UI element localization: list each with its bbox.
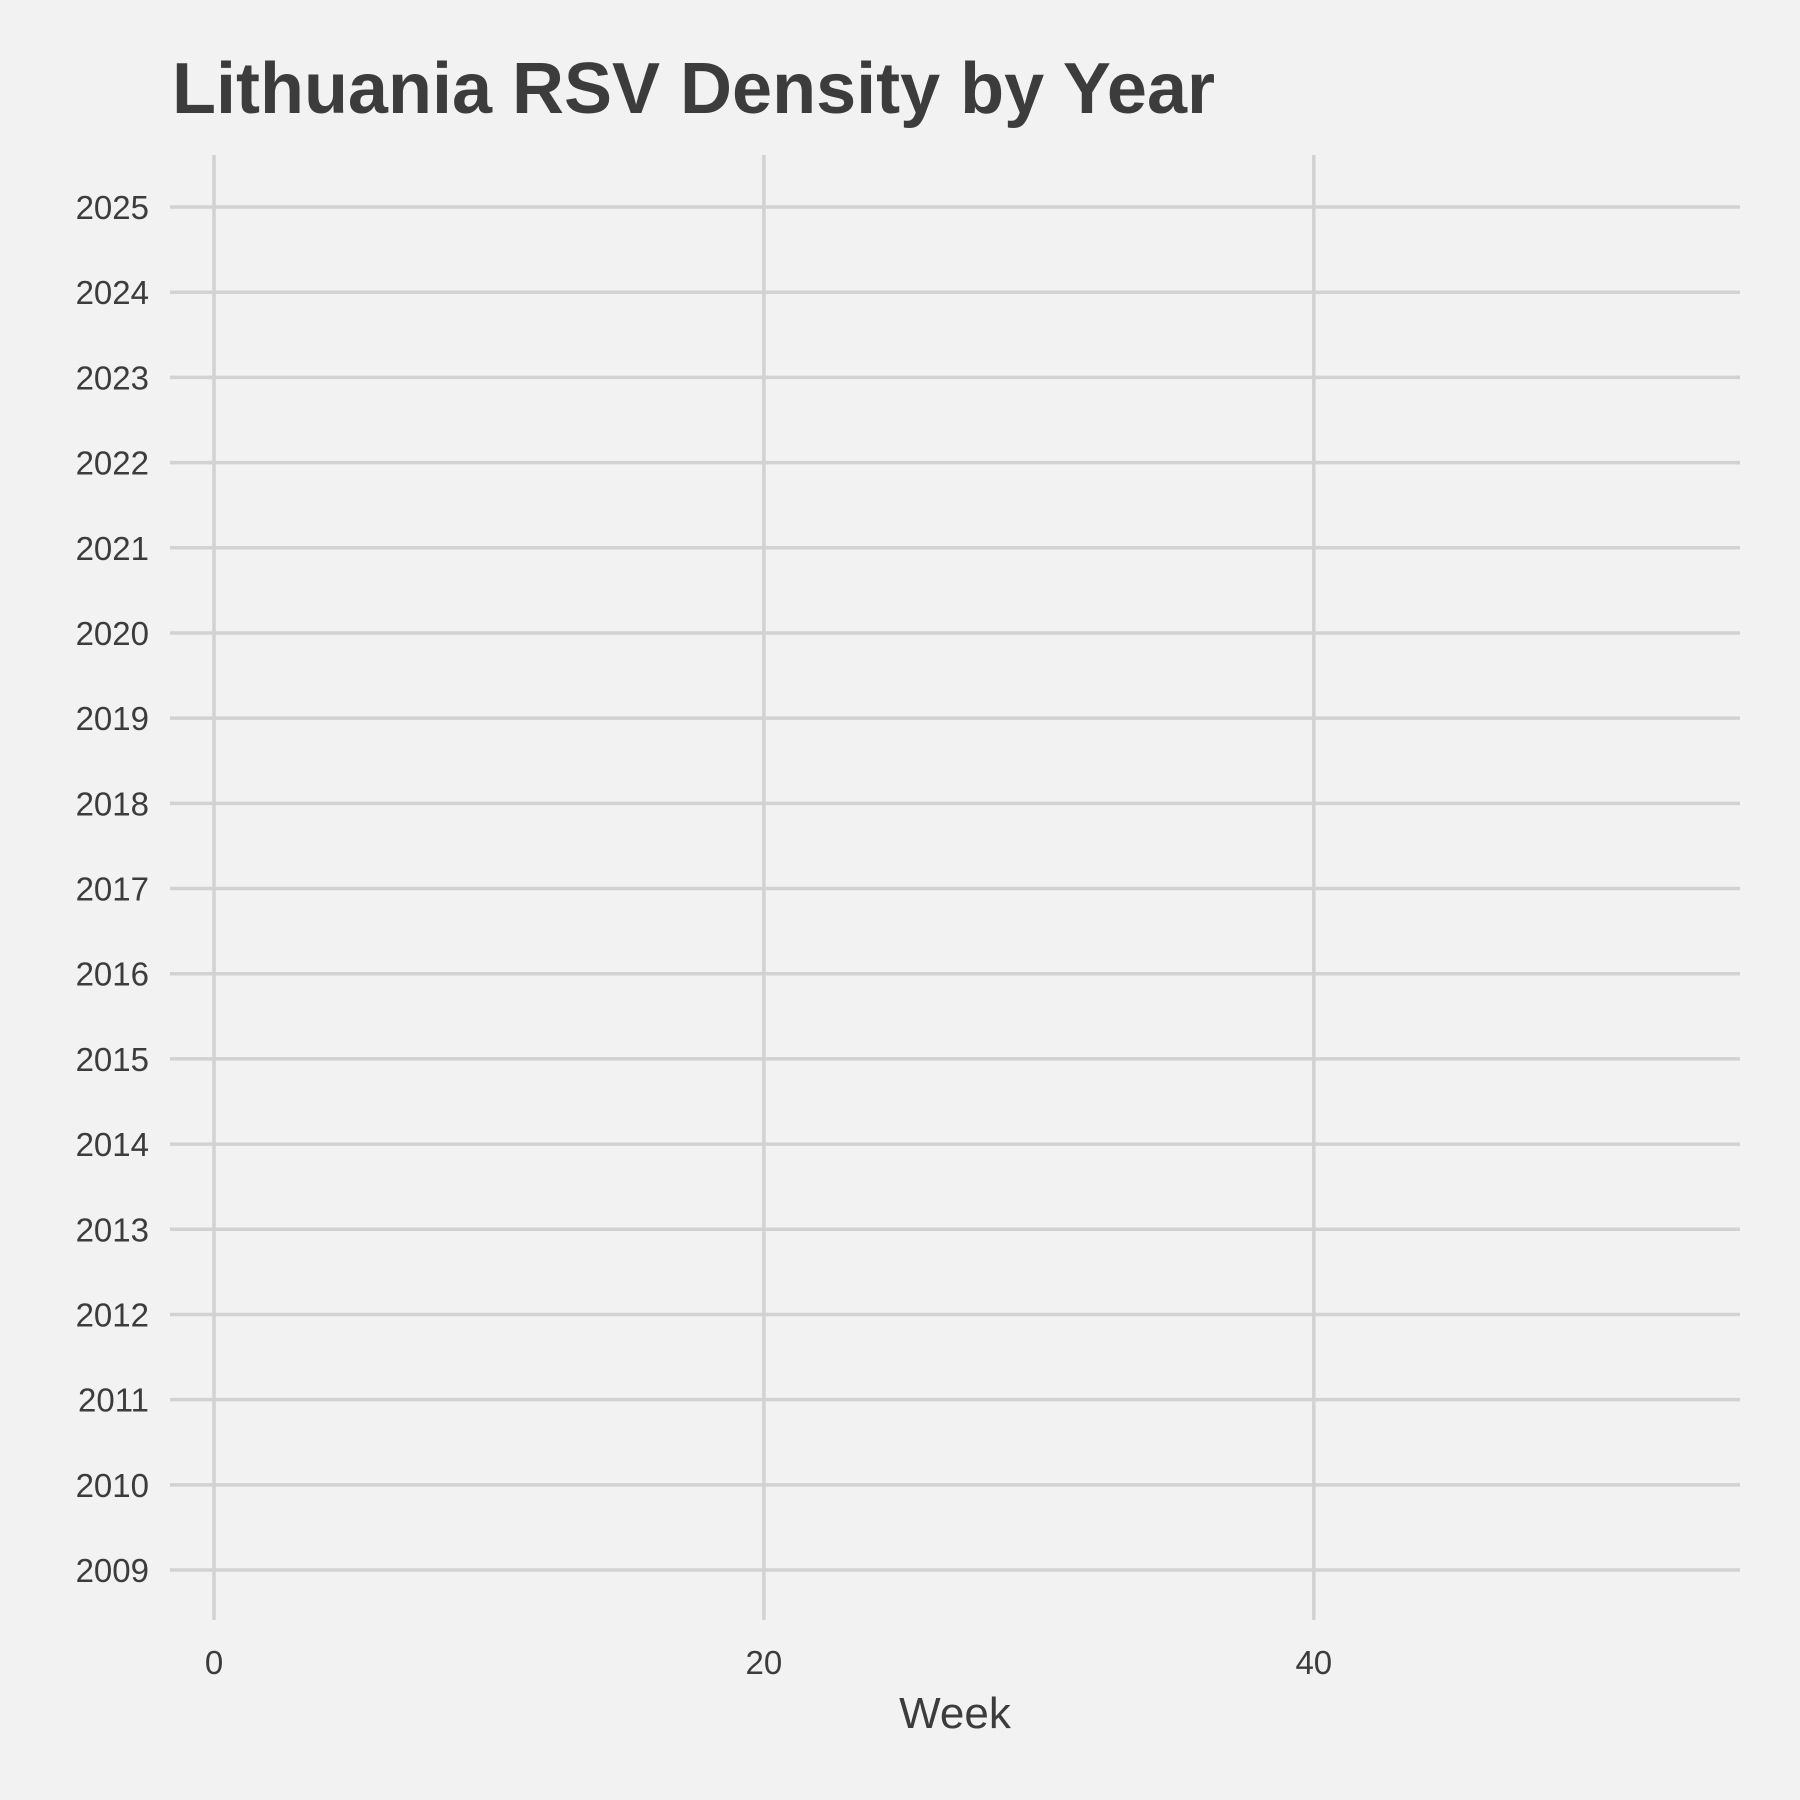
chart-title: Lithuania RSV Density by Year xyxy=(172,49,1216,129)
y-tick-label-2023: 2023 xyxy=(76,359,149,396)
horizontal-gridlines xyxy=(170,205,1740,1572)
y-tick-label-2014: 2014 xyxy=(76,1126,149,1163)
y-tick-label-2022: 2022 xyxy=(76,445,149,482)
y-tick-label-2016: 2016 xyxy=(76,956,149,993)
x-tick-labels: 0 20 40 xyxy=(205,1644,1332,1681)
y-tick-labels: 2009 2010 2011 2012 2013 2014 2015 2016 2017 2018… xyxy=(76,189,149,1589)
y-tick-label-2009: 2009 xyxy=(76,1552,149,1589)
y-tick-label-2017: 2017 xyxy=(76,871,149,908)
x-tick-label-20: 20 xyxy=(746,1644,783,1681)
x-tick-label-40: 40 xyxy=(1295,1644,1332,1681)
y-tick-label-2020: 2020 xyxy=(76,615,149,652)
y-tick-label-2010: 2010 xyxy=(76,1467,149,1504)
y-tick-label-2019: 2019 xyxy=(76,700,149,737)
y-tick-label-2021: 2021 xyxy=(76,530,149,567)
y-tick-label-2011: 2011 xyxy=(78,1382,149,1419)
y-tick-label-2018: 2018 xyxy=(76,785,149,822)
y-tick-label-2012: 2012 xyxy=(76,1296,149,1333)
y-tick-label-2024: 2024 xyxy=(76,274,149,311)
y-tick-label-2025: 2025 xyxy=(76,189,149,226)
y-tick-label-2015: 2015 xyxy=(76,1041,149,1078)
x-axis-title: Week xyxy=(899,1689,1012,1738)
y-tick-label-2013: 2013 xyxy=(76,1211,149,1248)
x-tick-label-0: 0 xyxy=(205,1644,223,1681)
